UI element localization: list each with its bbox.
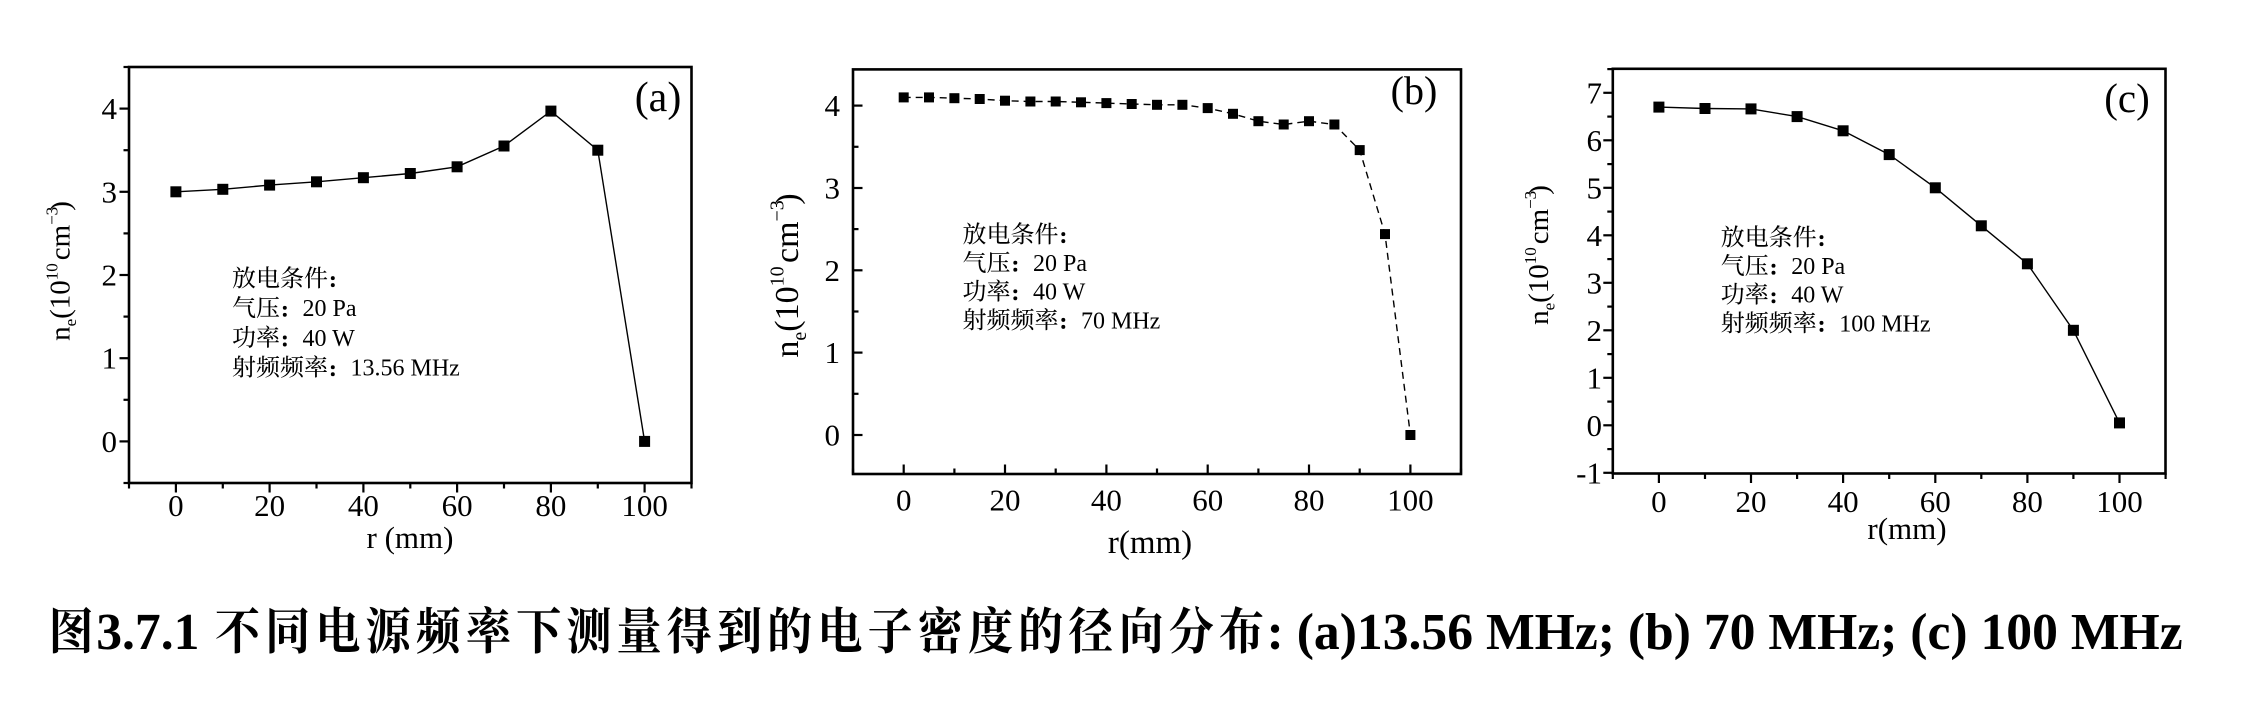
svg-text:−3: −3 [767,200,789,221]
svg-text:7: 7 [1587,75,1603,110]
svg-text:3: 3 [102,174,118,209]
svg-text:10: 10 [42,263,61,280]
svg-text:80: 80 [2012,484,2043,519]
svg-text:3: 3 [825,171,841,206]
svg-text:2: 2 [825,253,841,288]
svg-text:(10: (10 [769,286,806,331]
svg-text:): ) [45,201,77,211]
svg-text:): ) [769,193,806,204]
svg-text:cm: cm [45,224,77,260]
svg-text:100: 100 [2096,484,2143,519]
svg-text:4: 4 [825,88,841,123]
svg-text:(b): (b) [1391,68,1438,113]
svg-text:0: 0 [168,488,184,523]
svg-text:20 Pa: 20 Pa [1033,251,1087,277]
svg-text:20 Pa: 20 Pa [1791,254,1845,280]
svg-text:cm: cm [1523,208,1555,244]
svg-text:80: 80 [535,488,566,523]
svg-text:5: 5 [1587,170,1603,205]
svg-text:0: 0 [1587,408,1603,443]
svg-text:20: 20 [254,488,285,523]
svg-text:−3: −3 [1521,191,1540,209]
svg-text:0: 0 [102,424,118,459]
svg-text:40: 40 [348,488,379,523]
svg-text:1: 1 [102,341,118,376]
svg-text:60: 60 [1192,483,1223,518]
svg-text:(10: (10 [45,280,77,319]
svg-text:3.7.1: 3.7.1 [96,604,199,661]
svg-text:0: 0 [1651,484,1667,519]
svg-text:10: 10 [767,266,789,286]
svg-text:(c): (c) [2104,75,2150,121]
svg-text:0: 0 [896,483,912,518]
svg-text:13.56 MHz: 13.56 MHz [351,356,460,382]
svg-text:e: e [1540,303,1559,311]
svg-text:: (a)13.56 MHz; (b) 70 MHz; (c: : (a)13.56 MHz; (b) 70 MHz; (c) 100 MHz [1267,604,2183,661]
svg-text:r(mm): r(mm) [1867,511,1946,546]
svg-text:100: 100 [1387,483,1434,518]
svg-text:0: 0 [825,418,841,453]
svg-text:40 W: 40 W [1791,283,1844,309]
svg-text:n: n [769,341,806,358]
svg-text:1: 1 [825,335,841,370]
svg-text:1: 1 [1587,360,1603,395]
svg-text:20: 20 [1736,484,1767,519]
svg-text:4: 4 [1587,218,1603,253]
svg-text:10: 10 [1521,247,1540,264]
svg-text:cm: cm [769,221,806,263]
svg-text:40: 40 [1828,484,1859,519]
svg-text:2: 2 [102,258,118,293]
svg-text:70 MHz: 70 MHz [1081,308,1160,334]
svg-text:60: 60 [1920,484,1951,519]
svg-text:2: 2 [1587,313,1603,348]
svg-text:100 MHz: 100 MHz [1839,311,1930,337]
svg-text:100: 100 [621,488,668,523]
svg-text:r (mm): r (mm) [367,520,454,555]
svg-text:40 W: 40 W [303,326,356,352]
svg-text:r(mm): r(mm) [1108,525,1192,561]
svg-text:(10: (10 [1523,264,1555,303]
svg-text:(a): (a) [635,75,682,121]
svg-text:n: n [1523,310,1555,325]
svg-text:6: 6 [1587,123,1603,158]
svg-text:3: 3 [1587,265,1603,300]
svg-text:n: n [45,326,77,341]
svg-text:−3: −3 [42,207,61,225]
svg-text:80: 80 [1294,483,1325,518]
svg-text:20: 20 [990,483,1021,518]
svg-text:40: 40 [1091,483,1122,518]
svg-text:): ) [1523,185,1555,195]
svg-text:40 W: 40 W [1033,280,1086,306]
svg-text:20 Pa: 20 Pa [303,296,357,322]
svg-text:e: e [789,332,811,341]
svg-text:e: e [61,319,80,327]
svg-text:4: 4 [102,91,118,126]
svg-text:-1: -1 [1576,455,1602,490]
svg-text:60: 60 [442,488,473,523]
